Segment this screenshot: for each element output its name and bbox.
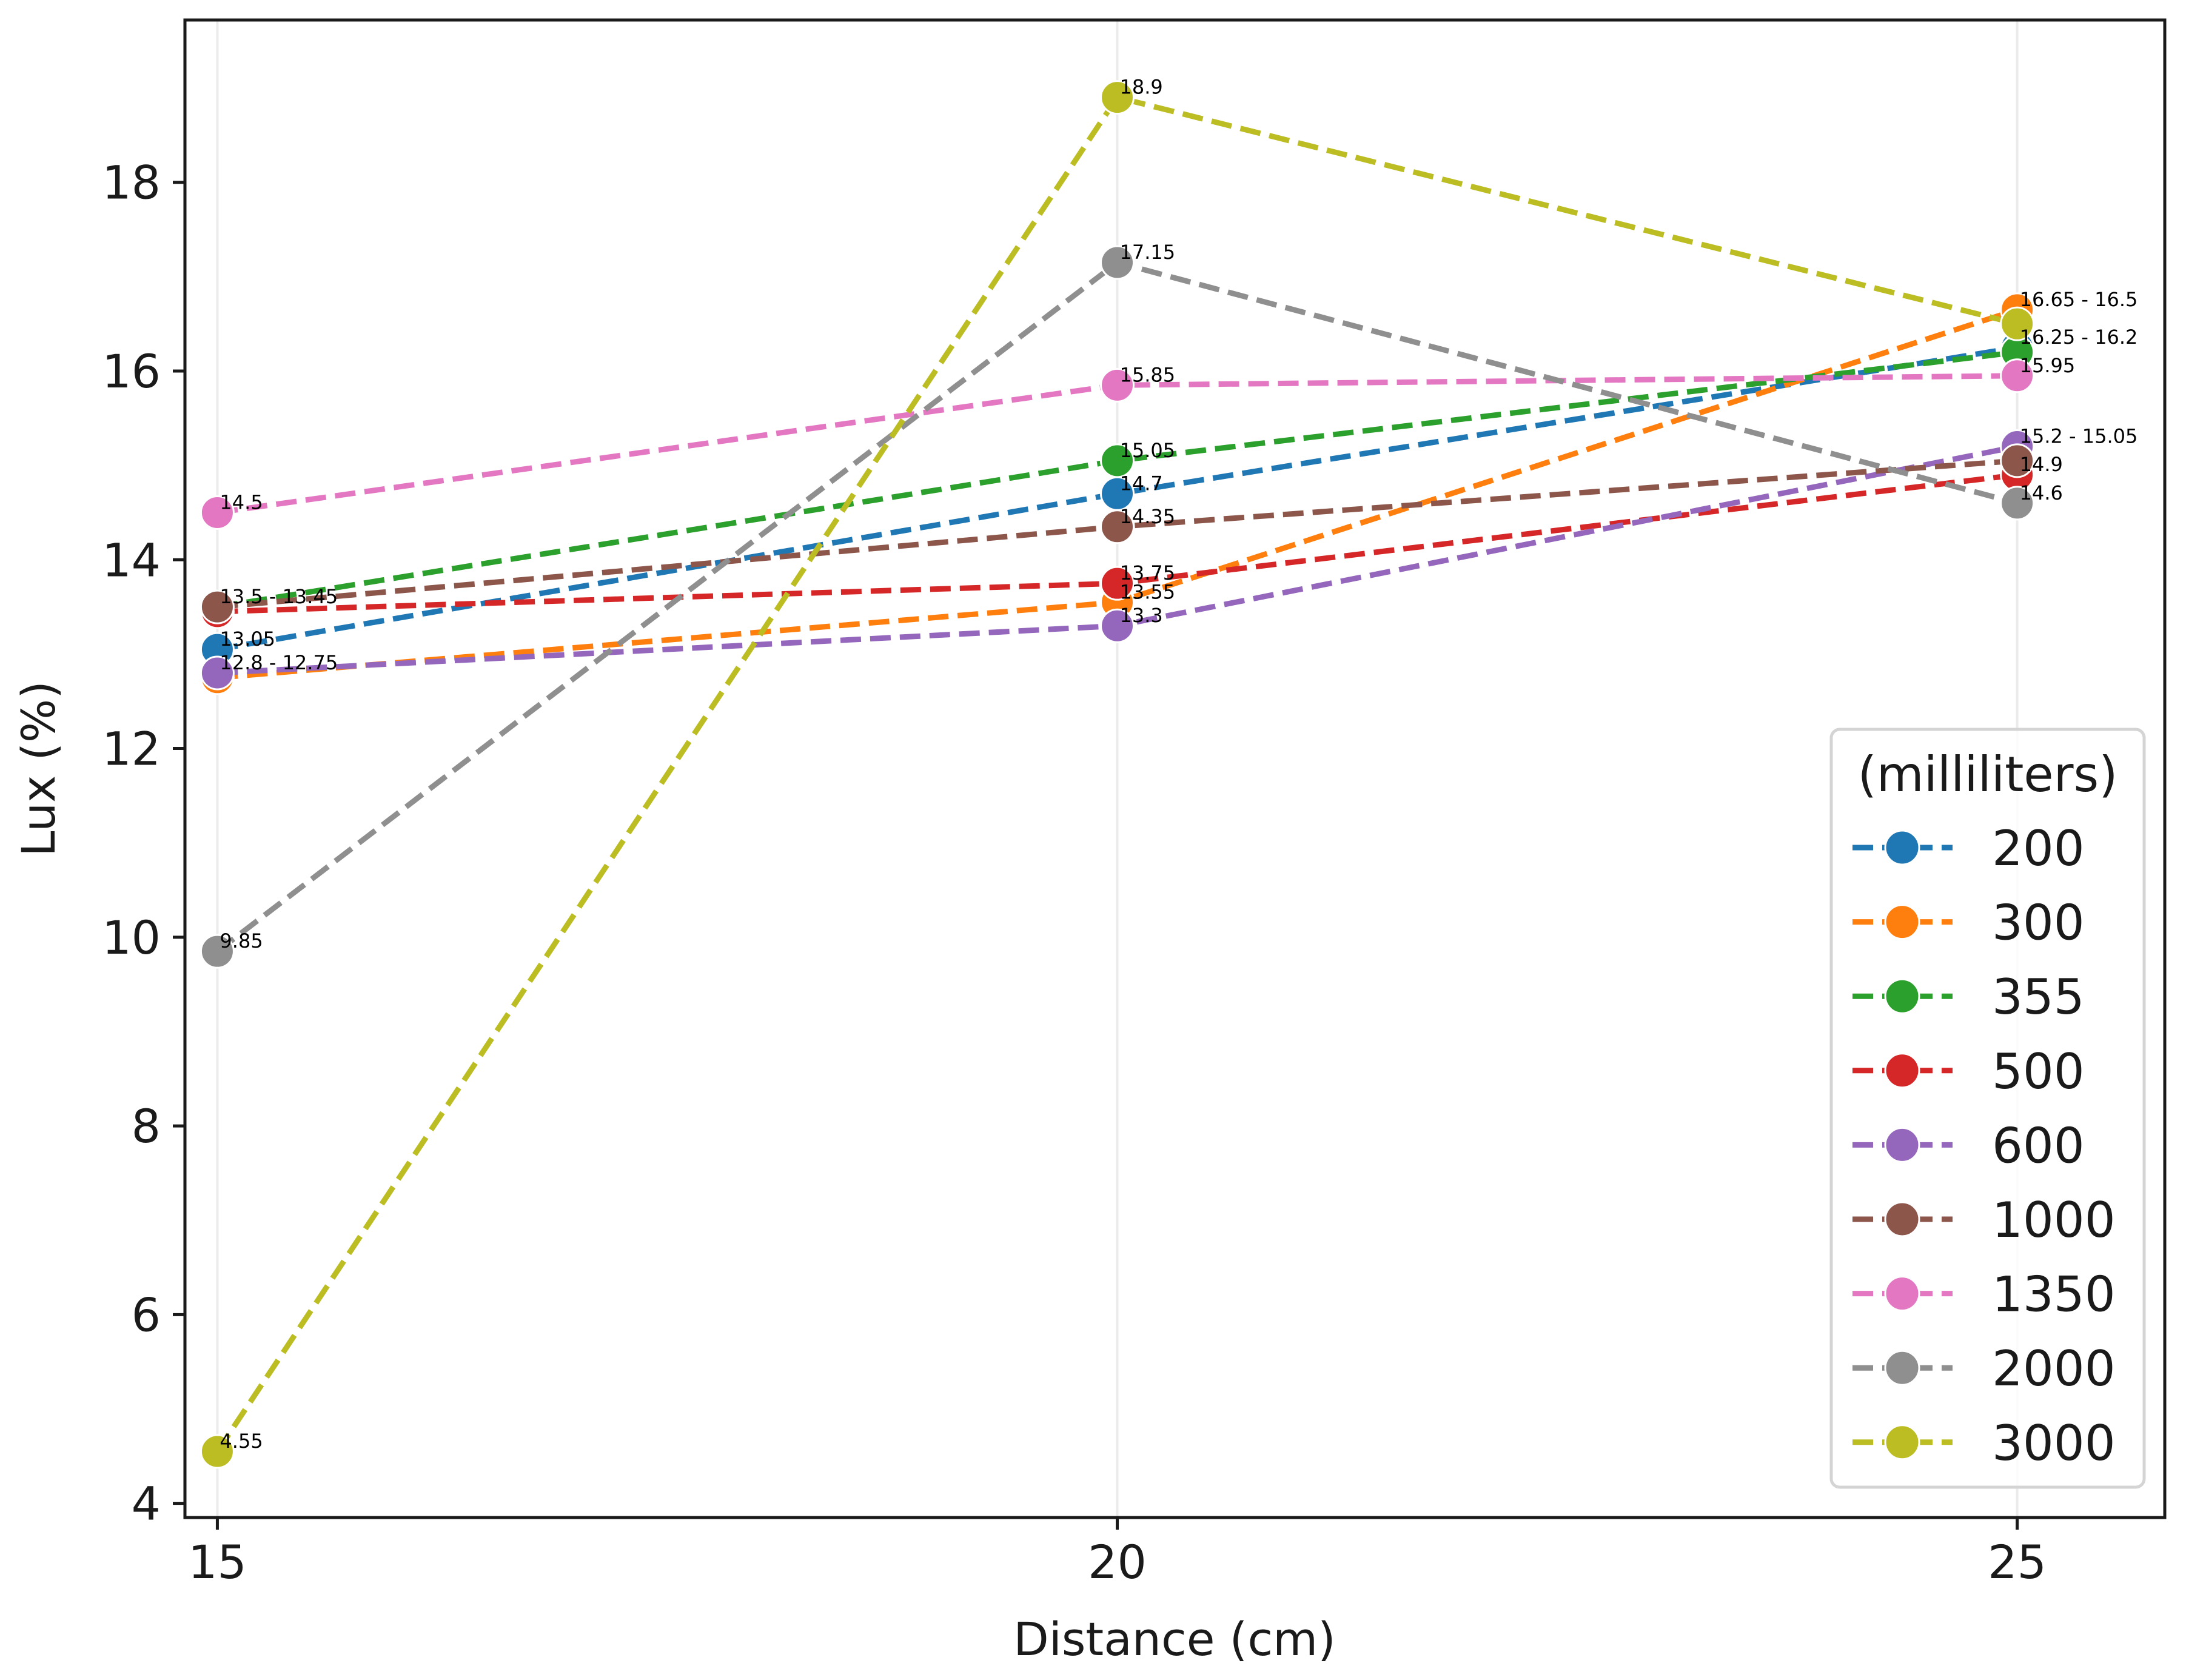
y-tick-label: 18 [102, 156, 161, 210]
data-label: 18.9 [1120, 76, 1163, 99]
x-tick-label: 25 [1988, 1535, 2047, 1589]
data-point-2000 [1100, 245, 1135, 280]
legend-title: (milliliters) [1858, 746, 2118, 803]
data-label: 13.55 [1120, 580, 1176, 603]
legend-marker-200 [1884, 829, 1920, 866]
x-axis-title: Distance (cm) [1013, 1612, 1336, 1666]
data-label: 14.6 [2020, 481, 2063, 504]
data-label: 14.9 [2020, 453, 2063, 476]
legend-label-3000: 3000 [1992, 1415, 2116, 1471]
legend-marker-355 [1884, 978, 1920, 1014]
data-label: 4.55 [220, 1430, 263, 1453]
x-tick-label: 20 [1088, 1535, 1147, 1589]
data-label: 14.5 [220, 490, 263, 514]
data-point-2000 [2000, 486, 2035, 521]
y-tick-label: 16 [102, 344, 161, 398]
y-tick-label: 14 [102, 533, 161, 587]
legend-items: 200 300 355 500 600 1000 1350 2000 3000 [1852, 820, 2116, 1471]
series-line-3000 [215, 94, 2018, 1453]
data-point-600 [199, 655, 235, 691]
legend-item-600: 600 [1852, 1117, 2085, 1174]
data-point-3000 [2000, 306, 2035, 341]
data-label: 12.8 - 12.75 [220, 651, 338, 674]
legend-item-500: 500 [1852, 1043, 2085, 1100]
legend-label-1000: 1000 [1992, 1192, 2116, 1248]
data-label: 14.35 [1120, 505, 1176, 528]
y-tick-label: 4 [132, 1477, 161, 1531]
legend-item-3000: 3000 [1852, 1415, 2116, 1471]
legend-marker-2000 [1884, 1350, 1920, 1386]
data-point-1350 [199, 495, 235, 530]
data-point-1000 [2000, 443, 2035, 478]
data-point-500 [1100, 566, 1135, 601]
data-point-1000 [199, 589, 235, 624]
data-point-355 [1100, 443, 1135, 478]
y-tick-label: 10 [102, 911, 161, 965]
data-point-1350 [2000, 358, 2035, 393]
data-label: 13.5 - 13.45 [220, 585, 338, 608]
data-point-600 [1100, 608, 1135, 643]
legend-item-200: 200 [1852, 820, 2085, 877]
legend-label-600: 600 [1992, 1117, 2085, 1174]
data-label: 16.65 - 16.5 [2020, 288, 2138, 311]
legend-label-2000: 2000 [1992, 1340, 2116, 1397]
series-2000 [199, 245, 2035, 969]
data-label: 15.05 [1120, 439, 1176, 462]
axis-ticks: 15 20 25 4 6 8 10 12 14 16 18 [102, 156, 2047, 1589]
legend-item-300: 300 [1852, 895, 2085, 951]
data-label: 15.85 [1120, 363, 1176, 386]
data-point-1000 [1100, 509, 1135, 544]
y-tick-label: 12 [102, 722, 161, 776]
y-tick-label: 8 [132, 1099, 161, 1153]
legend-label-1350: 1350 [1992, 1267, 2116, 1323]
legend-item-355: 355 [1852, 969, 2085, 1025]
series-1350 [199, 358, 2035, 530]
data-label: 15.2 - 15.05 [2020, 424, 2138, 447]
legend-marker-1000 [1884, 1201, 1920, 1237]
legend-item-2000: 2000 [1852, 1340, 2116, 1397]
legend: (milliliters) 20030035550060010001350200… [1829, 728, 2146, 1489]
legend-marker-300 [1884, 904, 1920, 940]
data-label: 14.7 [1120, 472, 1163, 495]
legend-label-500: 500 [1992, 1043, 2085, 1100]
data-label: 13.75 [1120, 561, 1176, 584]
data-point-3000 [1100, 80, 1135, 115]
data-label: 9.85 [220, 929, 263, 952]
series-3000 [199, 80, 2035, 1469]
data-point-1350 [1100, 367, 1135, 403]
data-point-2000 [199, 934, 235, 969]
data-label: 16.25 - 16.2 [2020, 326, 2138, 349]
y-tick-label: 6 [132, 1288, 161, 1342]
series-line-200 [216, 344, 2018, 652]
data-series [199, 80, 2035, 1469]
legend-marker-3000 [1884, 1424, 1920, 1461]
legend-label-200: 200 [1992, 820, 2085, 877]
legend-marker-600 [1884, 1126, 1920, 1163]
plot-area-frame [183, 18, 2167, 1519]
legend-marker-500 [1884, 1053, 1920, 1089]
series-1000 [199, 443, 2035, 624]
legend-label-300: 300 [1992, 895, 2085, 951]
data-label: 15.95 [2020, 354, 2076, 377]
data-label: 13.3 [1120, 604, 1163, 627]
x-tick-label: 15 [188, 1535, 247, 1589]
y-axis-title: Lux (%) [12, 681, 65, 857]
legend-label-355: 355 [1992, 969, 2085, 1025]
legend-marker-1350 [1884, 1276, 1920, 1312]
legend-item-1000: 1000 [1852, 1192, 2116, 1248]
data-label: 17.15 [1120, 241, 1176, 264]
data-point-3000 [199, 1434, 235, 1469]
legend-item-1350: 1350 [1852, 1267, 2116, 1323]
data-label: 13.05 [220, 627, 275, 651]
